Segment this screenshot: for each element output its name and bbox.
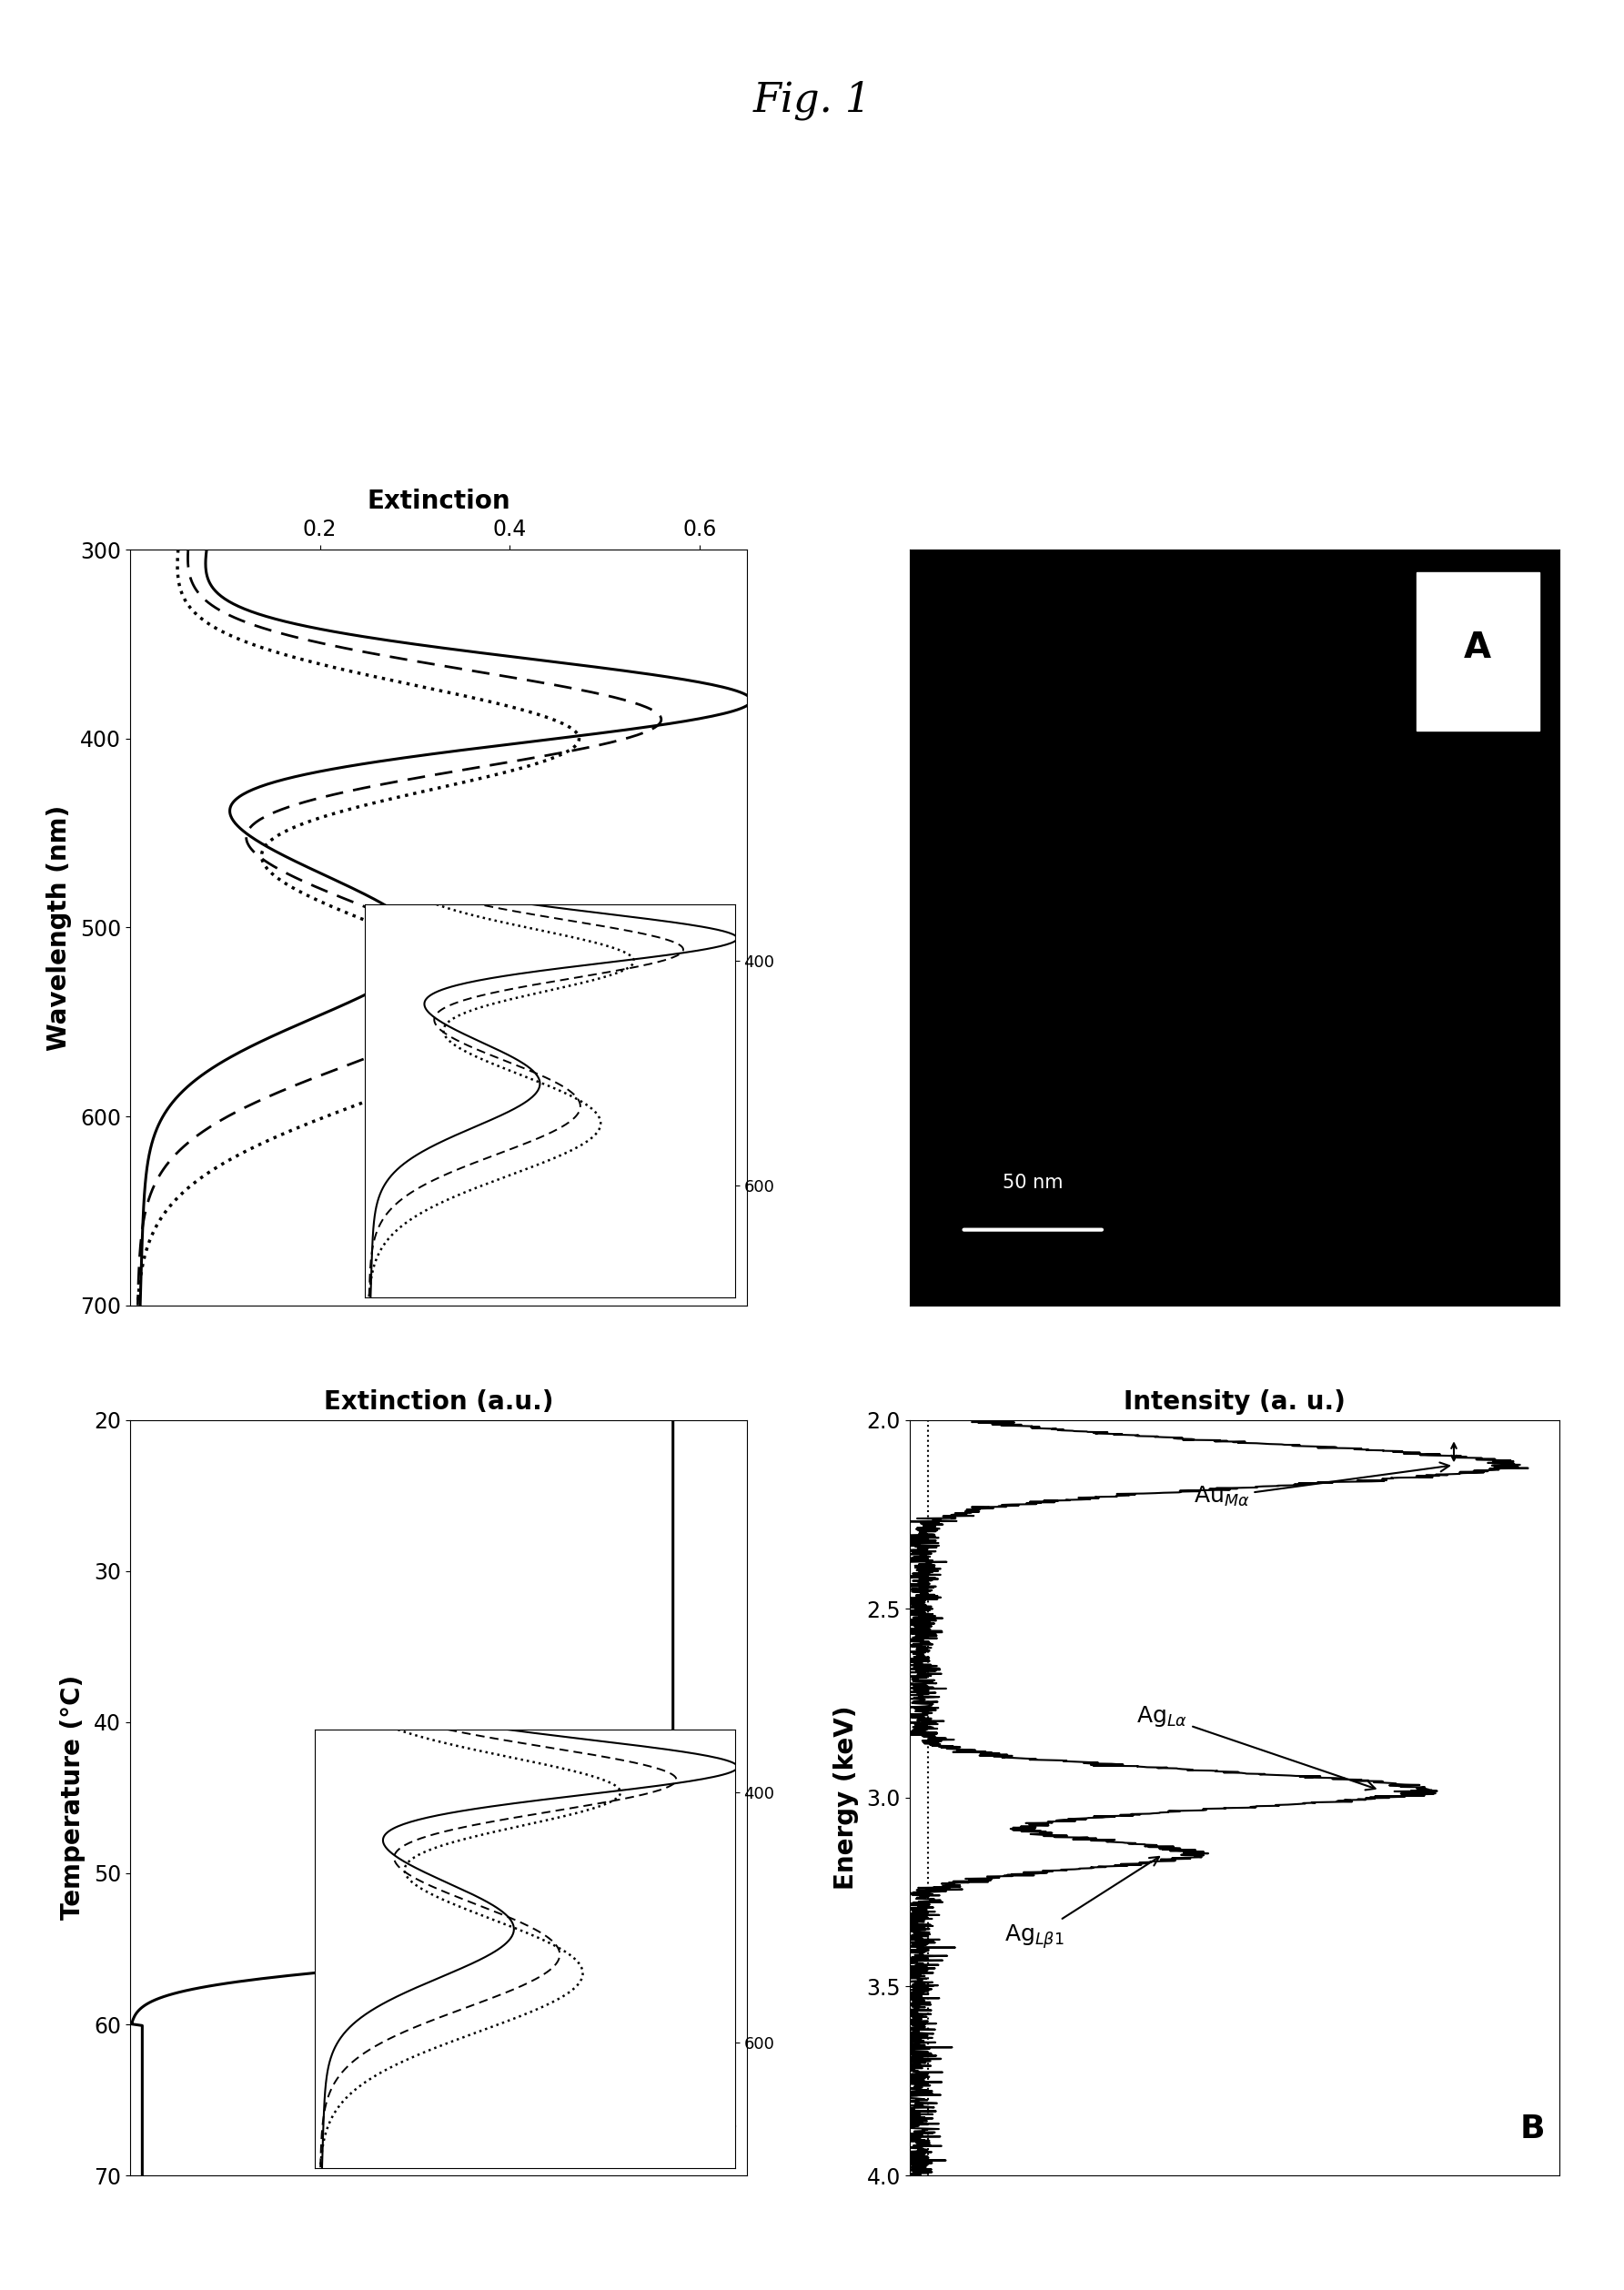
- Y-axis label: Temperature (°C): Temperature (°C): [60, 1676, 86, 1919]
- Text: Ag$_{L\beta1}$: Ag$_{L\beta1}$: [1004, 1857, 1160, 1951]
- Text: C: C: [710, 1243, 734, 1273]
- Text: Ag$_{L\alpha}$: Ag$_{L\alpha}$: [1137, 1704, 1376, 1791]
- X-axis label: Extinction: Extinction: [367, 488, 510, 515]
- Y-axis label: Wavelength (nm): Wavelength (nm): [47, 804, 73, 1051]
- X-axis label: Extinction (a.u.): Extinction (a.u.): [323, 1390, 554, 1415]
- X-axis label: Intensity (a. u.): Intensity (a. u.): [1124, 1390, 1345, 1415]
- Text: 50 nm: 50 nm: [1002, 1175, 1064, 1191]
- Text: Fig. 1: Fig. 1: [754, 80, 870, 119]
- Text: D: D: [710, 2114, 737, 2143]
- Text: Au$_{M\alpha}$: Au$_{M\alpha}$: [1194, 1463, 1449, 1509]
- Text: A: A: [1465, 630, 1491, 664]
- Text: B: B: [1520, 2114, 1544, 2143]
- Y-axis label: Energy (keV): Energy (keV): [833, 1706, 859, 1889]
- FancyBboxPatch shape: [1416, 572, 1540, 731]
